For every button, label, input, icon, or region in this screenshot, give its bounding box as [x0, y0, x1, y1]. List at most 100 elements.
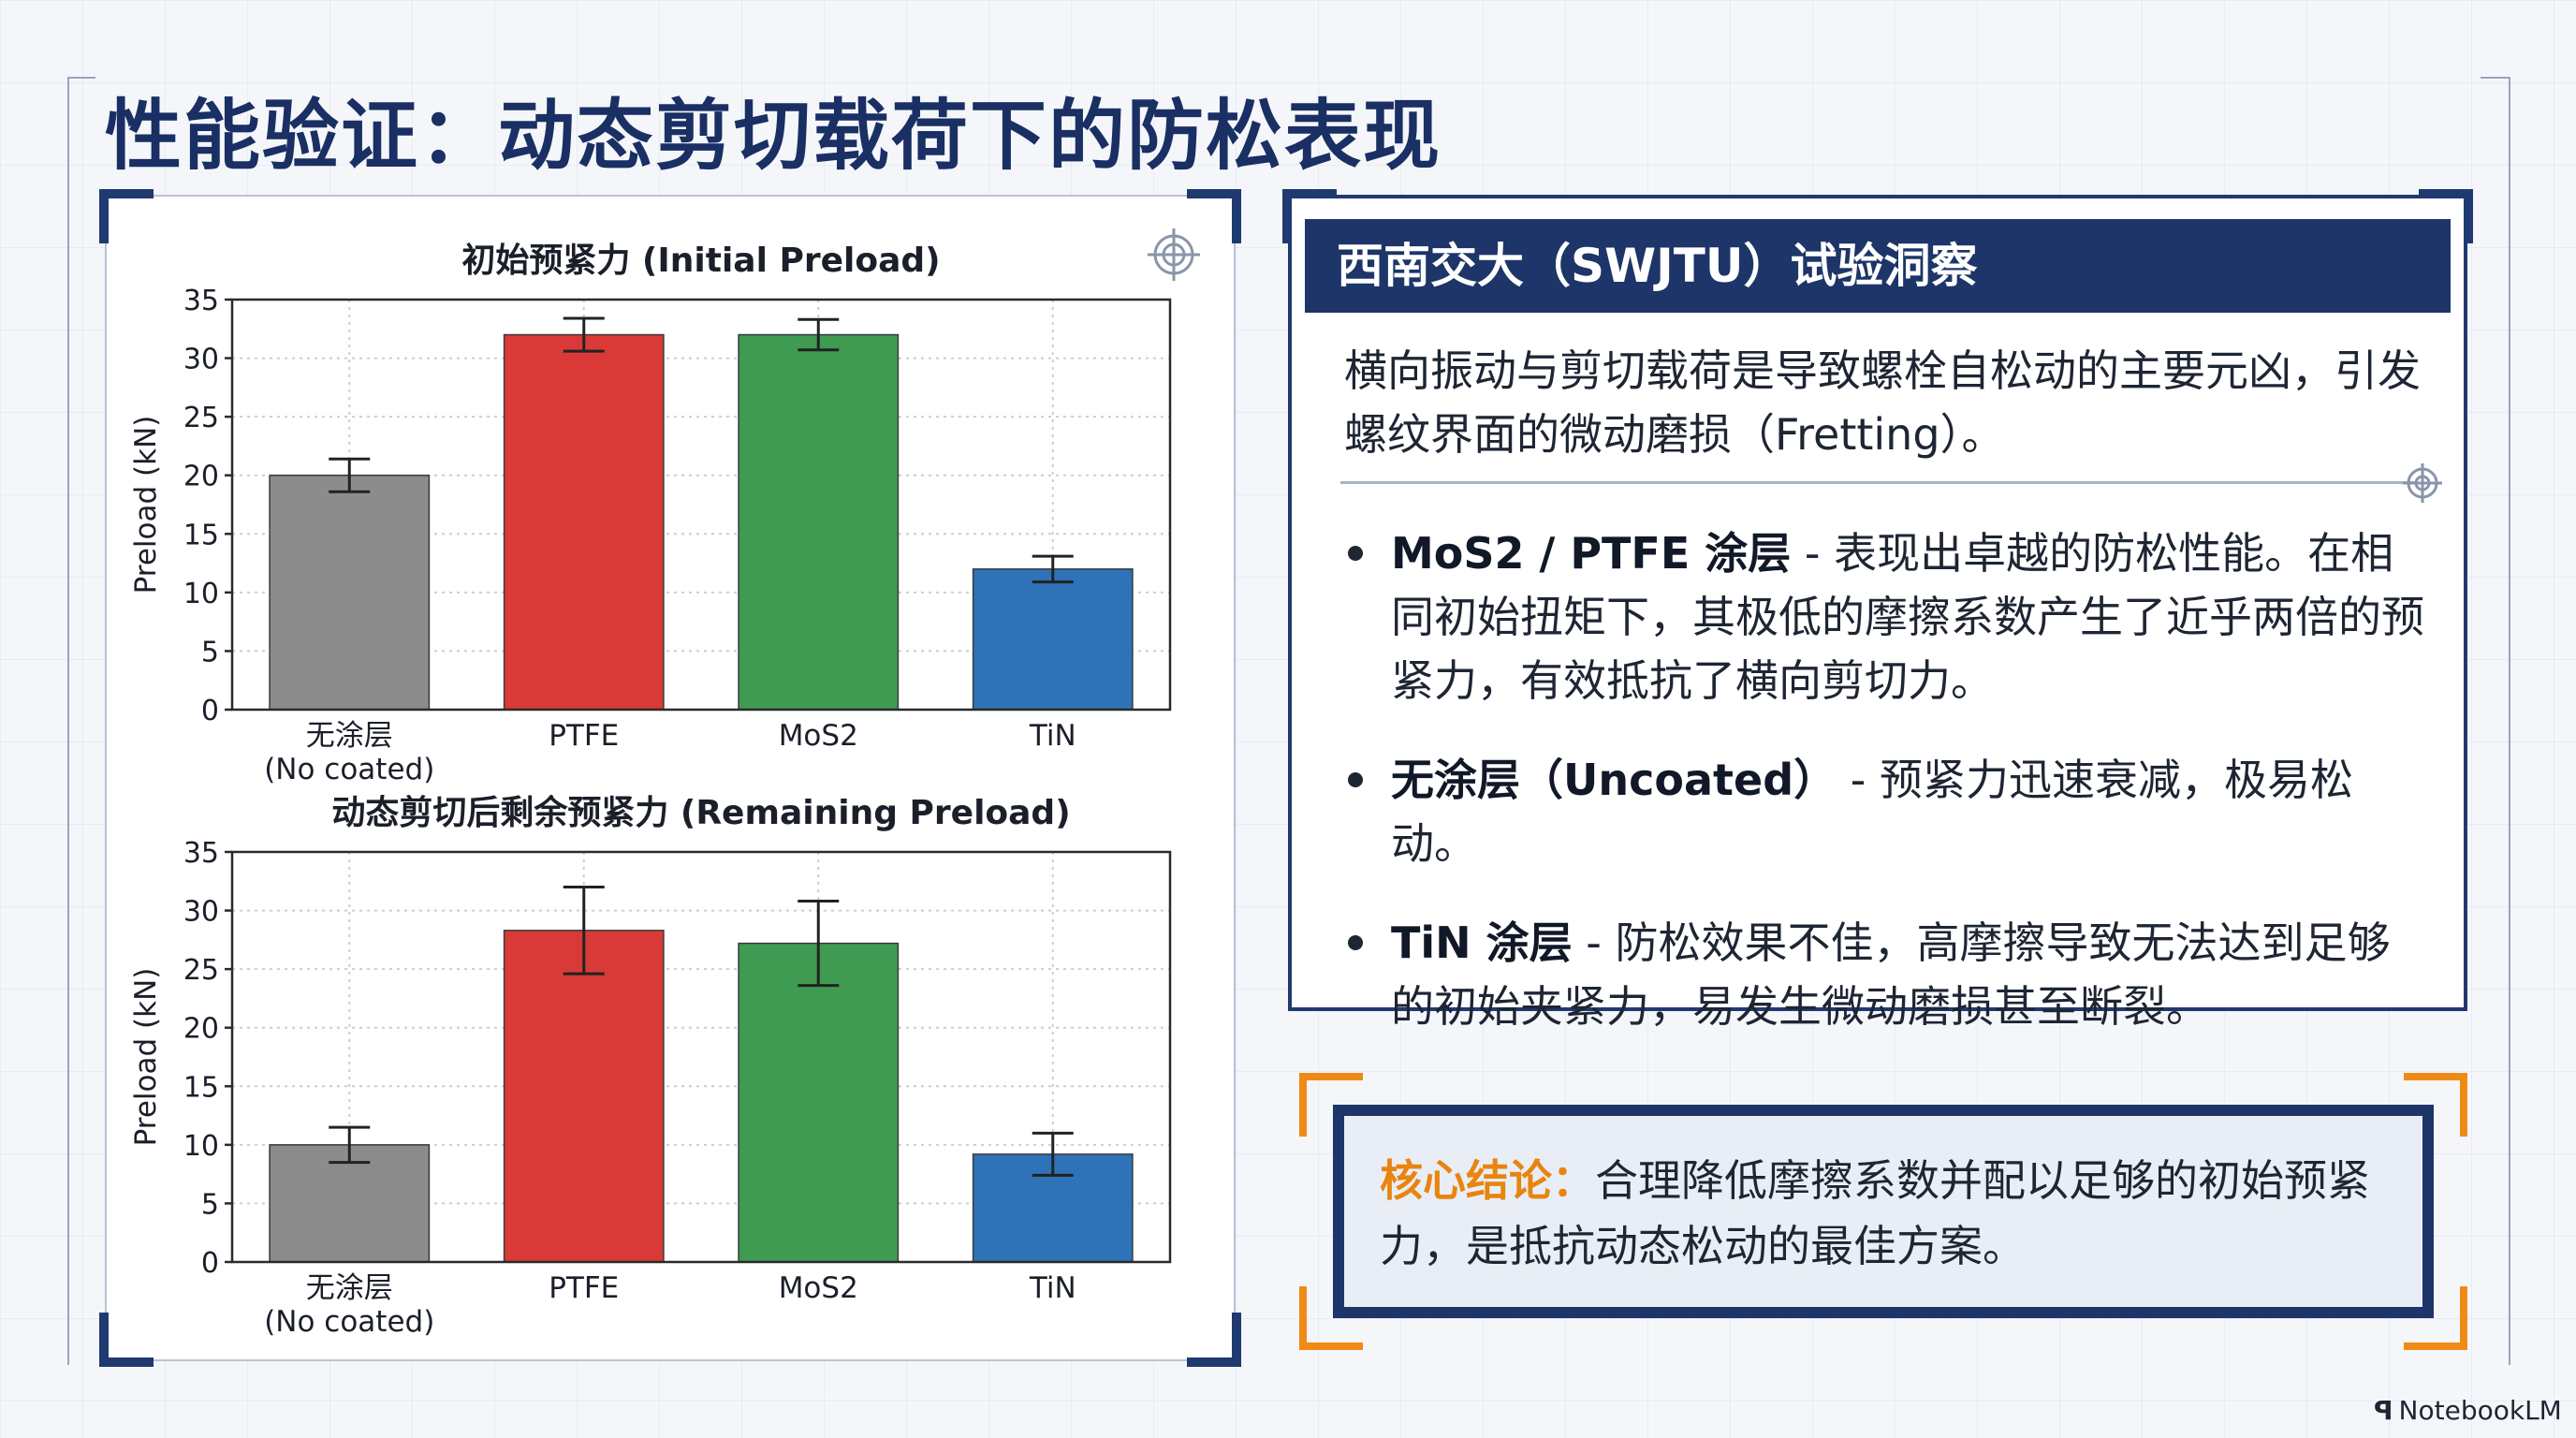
y-tick-label: 10 — [183, 1130, 219, 1163]
orange-corner-br — [2404, 1286, 2467, 1350]
x-tick-label: PTFE — [549, 1271, 619, 1305]
panel-corner-br — [1187, 1313, 1241, 1367]
chart-title: 动态剪切后剩余预紧力 (Remaining Preload) — [331, 793, 1070, 832]
bar — [738, 333, 900, 711]
frame-left-line — [67, 77, 69, 1365]
brand-footer: ꟼ NotebookLM — [2374, 1395, 2562, 1426]
x-tick-line: MoS2 — [779, 1271, 858, 1305]
bar — [269, 474, 431, 711]
page-title: 性能验证：动态剪切载荷下的防松表现 — [105, 92, 1442, 181]
chart-2: 动态剪切后剩余预紧力 (Remaining Preload) 无涂层(No coa… — [129, 793, 1172, 1339]
frame-right-line — [2509, 77, 2510, 1365]
conclusion-body: 合理降低摩擦系数并配以足够的初始预紧力，是抵抗动态松动的最佳方案。 — [1380, 1155, 2370, 1271]
brand-name: NotebookLM — [2398, 1395, 2562, 1426]
x-tick-line: (No coated) — [264, 1305, 434, 1339]
orange-corner-tl — [1299, 1073, 1363, 1137]
bullet-coated: MoS2 / PTFE 涂层 - 表现出卓越的防松性能。在相同初始扭矩下，其极低… — [1344, 521, 2430, 712]
bullet-text: - 表现出卓越的防松性能。在相同初始扭矩下，其极低的摩擦系数产生了近乎两倍的预紧… — [1391, 528, 2424, 706]
x-tick-label: PTFE — [549, 719, 619, 753]
insight-intro: 横向振动与剪切载荷是导致螺栓自松动的主要元凶，引发螺纹界面的微动磨损（Frett… — [1344, 345, 2421, 460]
bullet-label: TiN 涂层 — [1391, 917, 1573, 968]
y-axis-label: Preload (kN) — [129, 416, 163, 594]
y-tick-label: 5 — [201, 1188, 219, 1221]
x-tick-line: PTFE — [549, 1271, 619, 1305]
x-tick-line: TiN — [1029, 719, 1076, 753]
panel-corner-bl — [99, 1313, 154, 1367]
panel-corner-tl — [99, 189, 154, 243]
frame-top-line — [67, 77, 95, 79]
y-tick-label: 30 — [183, 896, 219, 929]
insight-panel: 西南交大（SWJTU）试验洞察 横向振动与剪切载荷是导致螺栓自松动的主要元凶，引… — [1282, 189, 2473, 1032]
chart-title: 初始预紧力 (Initial Preload) — [461, 242, 940, 280]
orange-corner-tr — [2404, 1073, 2467, 1137]
bar — [503, 333, 665, 711]
chart-panel: 初始预紧力 (Initial Preload) 无涂层(No coated) PTF… — [99, 189, 1241, 1367]
orange-corner-bl — [1299, 1286, 1363, 1350]
insight-bullets: MoS2 / PTFE 涂层 - 表现出卓越的防松性能。在相同初始扭矩下，其极低… — [1344, 521, 2430, 1074]
x-tick-label: TiN — [1029, 719, 1076, 753]
error-bar — [563, 316, 605, 353]
bullet-text: - 预紧力迅速衰减，极易松动。 — [1391, 755, 2353, 869]
bar — [503, 930, 665, 1263]
y-tick-label: 0 — [201, 1247, 219, 1280]
x-tick-label: 无涂层(No coated) — [264, 1271, 434, 1339]
error-bar — [1032, 1131, 1074, 1177]
frame-top-right-line — [2481, 77, 2509, 79]
x-tick-line: 无涂层 — [306, 719, 393, 753]
axes-frame — [230, 298, 1172, 712]
x-tick-line: PTFE — [549, 719, 619, 753]
chart-1: 初始预紧力 (Initial Preload) 无涂层(No coated) PTF… — [129, 242, 1172, 786]
y-tick-label: 10 — [183, 578, 219, 610]
conclusion-box: 核心结论：合理降低摩擦系数并配以足够的初始预紧力，是抵抗动态松动的最佳方案。 — [1333, 1105, 2434, 1318]
bullet-dot-icon — [1348, 546, 1363, 561]
y-tick-label: 20 — [183, 461, 219, 493]
error-bar — [798, 317, 840, 352]
bar — [972, 568, 1134, 711]
error-bar — [329, 457, 371, 493]
bullet-text: - 防松效果不佳，高摩擦导致无法达到足够的初始夹紧力，易发生微动磨损甚至断裂。 — [1391, 917, 2391, 1032]
bar-charts: 初始预紧力 (Initial Preload)无涂层(No coated)PTF… — [129, 228, 1200, 1339]
y-tick-label: 35 — [183, 285, 219, 317]
x-tick-line: MoS2 — [779, 719, 858, 753]
bar — [269, 1144, 431, 1263]
insight-header: 西南交大（SWJTU）试验洞察 — [1305, 219, 2451, 313]
y-tick-label: 35 — [183, 837, 219, 870]
error-bar — [1032, 554, 1074, 584]
y-tick-label: 30 — [183, 344, 219, 376]
bullet-label: MoS2 / PTFE 涂层 — [1391, 528, 1792, 579]
y-tick-label: 20 — [183, 1013, 219, 1046]
x-tick-label: MoS2 — [779, 719, 858, 753]
bullet-dot-icon — [1348, 935, 1363, 950]
x-tick-label: TiN — [1029, 1271, 1076, 1305]
y-tick-label: 5 — [201, 636, 219, 668]
y-tick-label: 25 — [183, 954, 219, 987]
divider — [1340, 481, 2417, 484]
y-tick-label: 15 — [183, 1071, 219, 1104]
error-bar — [563, 886, 605, 976]
x-tick-label: 无涂层(No coated) — [264, 719, 434, 786]
bullet-uncoated: 无涂层（Uncoated） - 预紧力迅速衰减，极易松动。 — [1344, 748, 2430, 875]
axes-frame — [230, 850, 1172, 1264]
notebooklm-logo-icon: ꟼ — [2374, 1395, 2393, 1426]
crosshair-icon — [1148, 228, 1200, 281]
y-tick-label: 0 — [201, 695, 219, 727]
x-tick-line: (No coated) — [264, 753, 434, 786]
insight-corner-tl — [1282, 189, 1337, 243]
error-bar — [329, 1125, 371, 1165]
bullet-tin: TiN 涂层 - 防松效果不佳，高摩擦导致无法达到足够的初始夹紧力，易发生微动磨… — [1344, 911, 2430, 1038]
y-axis-label: Preload (kN) — [129, 968, 163, 1147]
x-tick-line: TiN — [1029, 1271, 1076, 1305]
insight-corner-tr — [2419, 189, 2473, 243]
x-tick-label: MoS2 — [779, 1271, 858, 1305]
x-tick-line: 无涂层 — [306, 1271, 393, 1305]
bullet-label: 无涂层（Uncoated） — [1391, 755, 1837, 805]
conclusion-text: 核心结论：合理降低摩擦系数并配以足够的初始预紧力，是抵抗动态松动的最佳方案。 — [1380, 1148, 2409, 1279]
y-tick-label: 25 — [183, 402, 219, 434]
bar — [738, 942, 900, 1263]
panel-corner-tr — [1187, 189, 1241, 243]
crosshair-icon — [2403, 463, 2442, 503]
bullet-dot-icon — [1348, 772, 1363, 787]
conclusion-panel: 核心结论：合理降低摩擦系数并配以足够的初始预紧力，是抵抗动态松动的最佳方案。 — [1299, 1073, 2467, 1350]
y-tick-label: 15 — [183, 519, 219, 551]
error-bar — [798, 900, 840, 988]
